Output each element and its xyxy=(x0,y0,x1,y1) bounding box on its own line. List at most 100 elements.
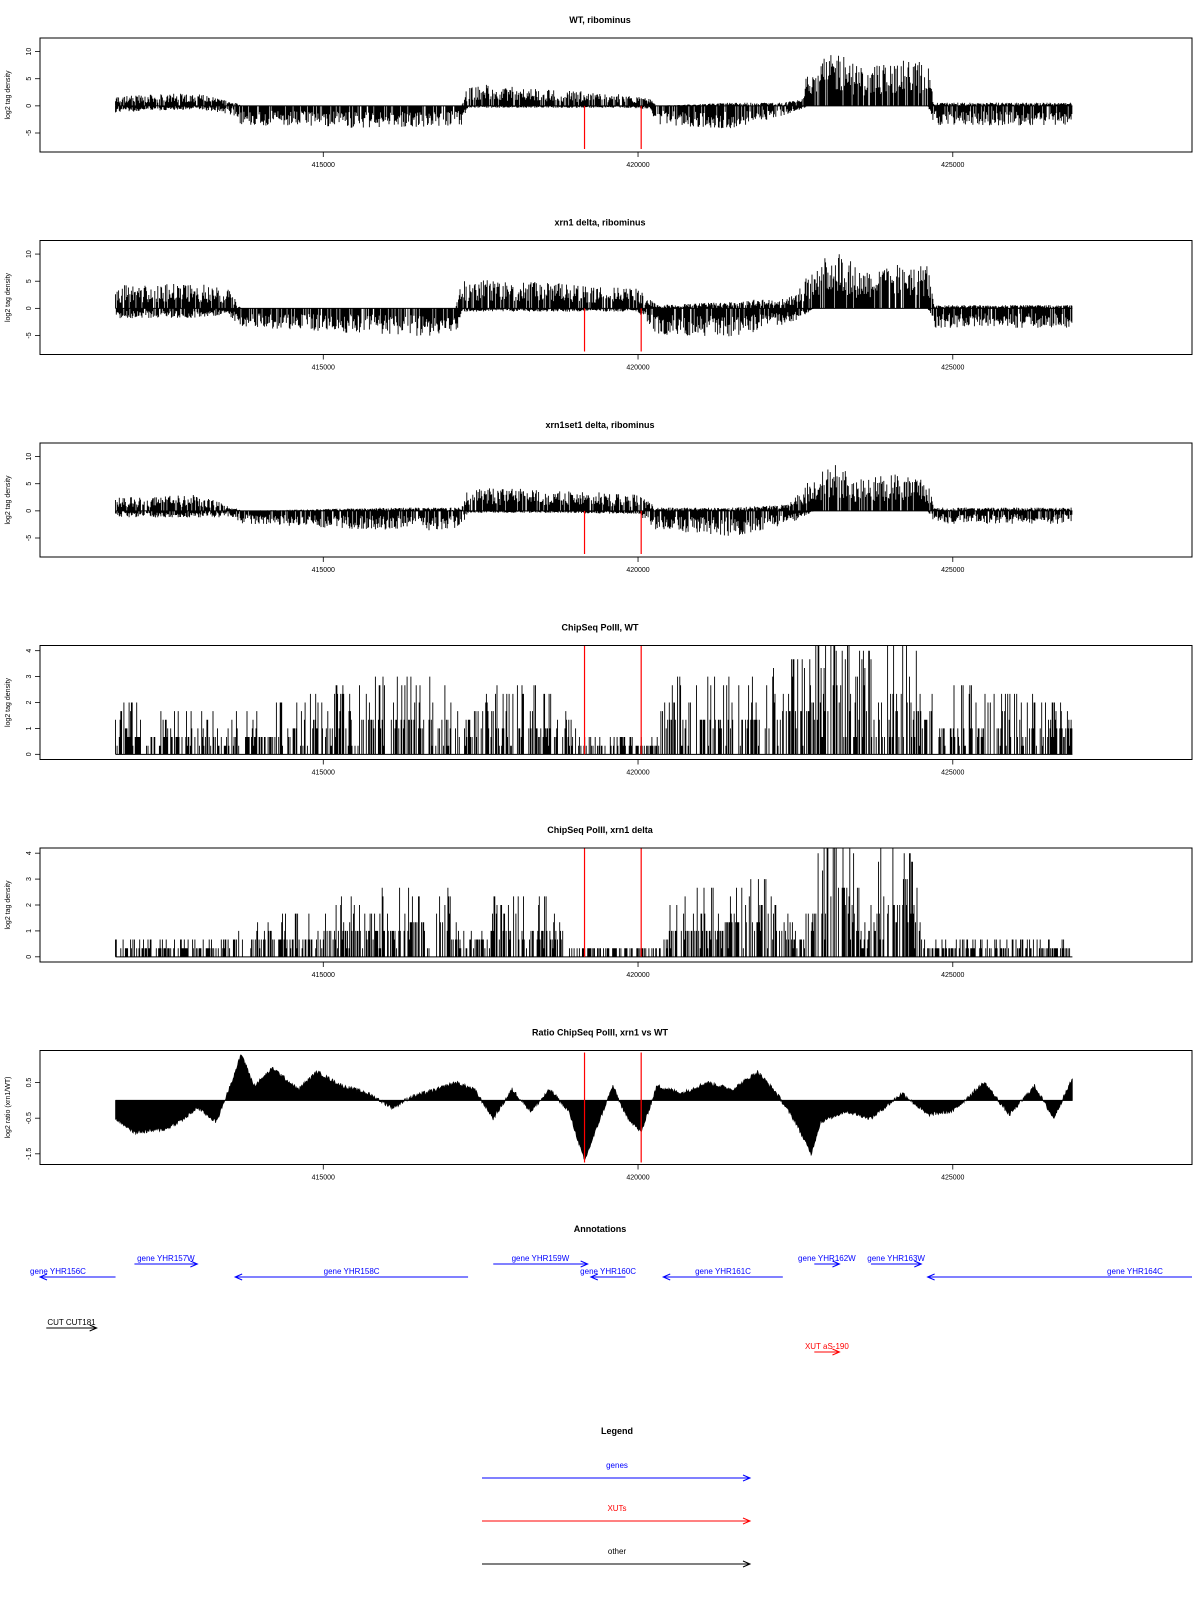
density-bars-negative xyxy=(115,308,1073,337)
ratio-area xyxy=(115,1054,1073,1161)
panel-frame xyxy=(39,1050,1193,1165)
legend-arrow-head xyxy=(742,1517,752,1525)
arrow-head xyxy=(926,1273,935,1281)
y-tick-label: 10 xyxy=(26,250,33,258)
y-tick-label: -5 xyxy=(26,535,33,541)
x-tick-label: 415000 xyxy=(312,162,335,169)
y-tick-label: 0 xyxy=(26,104,33,108)
y-tick-label: 4 xyxy=(26,649,33,653)
panel-frame xyxy=(39,37,1193,153)
arrow-head xyxy=(914,1260,923,1268)
density-bars-negative xyxy=(115,510,1073,536)
feature-label: gene YHR158C xyxy=(324,1267,380,1276)
arrow-head xyxy=(832,1348,841,1356)
x-tick-label: 425000 xyxy=(941,972,964,979)
legend-title: Legend xyxy=(601,1426,633,1436)
y-tick-label: -1.5 xyxy=(26,1148,33,1160)
x-tick-label: 415000 xyxy=(312,972,335,979)
y-tick-label: 3 xyxy=(26,675,33,679)
x-tick-label: 425000 xyxy=(941,162,964,169)
panel-4: ChipSeq PolII, WT log2 tag density 0 1 2 3 4 41… xyxy=(5,623,1193,777)
x-tick-label: 420000 xyxy=(626,770,649,777)
arrow-head xyxy=(589,1273,599,1281)
panel-frame xyxy=(39,847,1193,963)
legend-arrow-head xyxy=(742,1474,752,1482)
arrow-head xyxy=(233,1273,243,1281)
y-tick-label: 0 xyxy=(26,509,33,513)
y-tick-label: 0 xyxy=(26,955,33,959)
panel-title: ChipSeq PolII, xrn1 delta xyxy=(547,825,654,835)
y-tick-label: -0.5 xyxy=(26,1112,33,1124)
panel-3: xrn1set1 delta, ribominus log2 tag densit… xyxy=(5,420,1193,574)
panel-title: WT, ribominus xyxy=(569,15,631,25)
x-tick-label: 425000 xyxy=(941,770,964,777)
panel-title: ChipSeq PolII, WT xyxy=(562,623,639,633)
density-bars-positive xyxy=(115,848,1071,957)
y-tick-label: -5 xyxy=(26,332,33,338)
y-tick-label: 10 xyxy=(26,48,33,56)
feature-label: gene YHR161C xyxy=(695,1267,751,1276)
density-bars-positive xyxy=(115,254,1073,309)
y-tick-label: 4 xyxy=(26,851,33,855)
x-tick-label: 425000 xyxy=(941,1175,964,1182)
y-tick-label: 2 xyxy=(26,903,33,907)
y-tick-label: 5 xyxy=(26,279,33,283)
y-tick-label: 10 xyxy=(26,453,33,461)
feature-label: XUT aS-190 xyxy=(805,1342,849,1351)
panel-frame xyxy=(39,645,1193,760)
feature-label: gene YHR162W xyxy=(798,1254,856,1263)
x-tick-label: 415000 xyxy=(312,567,335,574)
feature-label: gene YHR164C xyxy=(1107,1267,1163,1276)
legend-item-label: genes xyxy=(606,1461,628,1470)
y-tick-label: 1 xyxy=(26,726,33,730)
y-axis-label: log2 tag density xyxy=(5,70,12,120)
y-tick-label: 2 xyxy=(26,700,33,704)
y-tick-label: 0.5 xyxy=(26,1078,33,1088)
feature-label: gene YHR157W xyxy=(137,1254,195,1263)
y-tick-label: 0 xyxy=(26,752,33,756)
y-axis-label: log2 tag density xyxy=(5,880,12,930)
x-tick-label: 420000 xyxy=(626,365,649,372)
x-tick-label: 425000 xyxy=(941,567,964,574)
y-axis-label: log2 tag density xyxy=(5,475,12,525)
panel-title: xrn1 delta, ribominus xyxy=(554,218,645,228)
arrow-head xyxy=(38,1273,48,1281)
feature-label: gene YHR160C xyxy=(580,1267,636,1276)
x-tick-label: 420000 xyxy=(626,972,649,979)
arrow-head xyxy=(190,1260,199,1268)
panel-frame xyxy=(39,240,1193,355)
legend-panel: Legend genes XUTs other xyxy=(482,1426,752,1568)
panel-6: Ratio ChipSeq PolII, xrn1 vs WT log2 rati… xyxy=(5,1028,1193,1182)
y-tick-label: 5 xyxy=(26,77,33,81)
panel-title: Ratio ChipSeq PolII, xrn1 vs WT xyxy=(532,1028,669,1038)
x-tick-label: 415000 xyxy=(312,1175,335,1182)
feature-label: gene YHR156C xyxy=(30,1267,86,1276)
panel-frame xyxy=(39,442,1193,558)
density-bars-negative xyxy=(115,105,1073,129)
legend-item-label: other xyxy=(608,1547,627,1556)
arrow-head xyxy=(89,1324,98,1332)
y-tick-label: -5 xyxy=(26,130,33,136)
arrow-head xyxy=(580,1260,589,1268)
panel-5: ChipSeq PolII, xrn1 delta log2 tag densit… xyxy=(5,825,1193,979)
arrow-head xyxy=(661,1273,671,1281)
annotations-title: Annotations xyxy=(574,1224,627,1234)
density-bars-positive xyxy=(115,465,1072,511)
y-axis-label: log2 tag density xyxy=(5,272,12,322)
y-axis-label: log2 tag density xyxy=(5,677,12,727)
feature-label: gene YHR163W xyxy=(867,1254,925,1263)
x-tick-label: 420000 xyxy=(626,1175,649,1182)
y-tick-label: 3 xyxy=(26,877,33,881)
annotations-panel: Annotations gene YHR156C gene YHR157W gene … xyxy=(30,1224,1192,1356)
y-tick-label: 5 xyxy=(26,482,33,486)
panel-1: WT, ribominus log2 tag density -5 0 5 10 41500… xyxy=(5,15,1193,169)
feature-label: gene YHR159W xyxy=(512,1254,570,1263)
legend-arrow-head xyxy=(742,1560,752,1568)
x-tick-label: 425000 xyxy=(941,365,964,372)
x-tick-label: 415000 xyxy=(312,770,335,777)
y-axis-label: log2 ratio (xrn1/WT) xyxy=(5,1077,12,1139)
density-bars-positive xyxy=(115,645,1073,755)
legend-item-label: XUTs xyxy=(607,1504,626,1513)
panel-title: xrn1set1 delta, ribominus xyxy=(545,420,654,430)
